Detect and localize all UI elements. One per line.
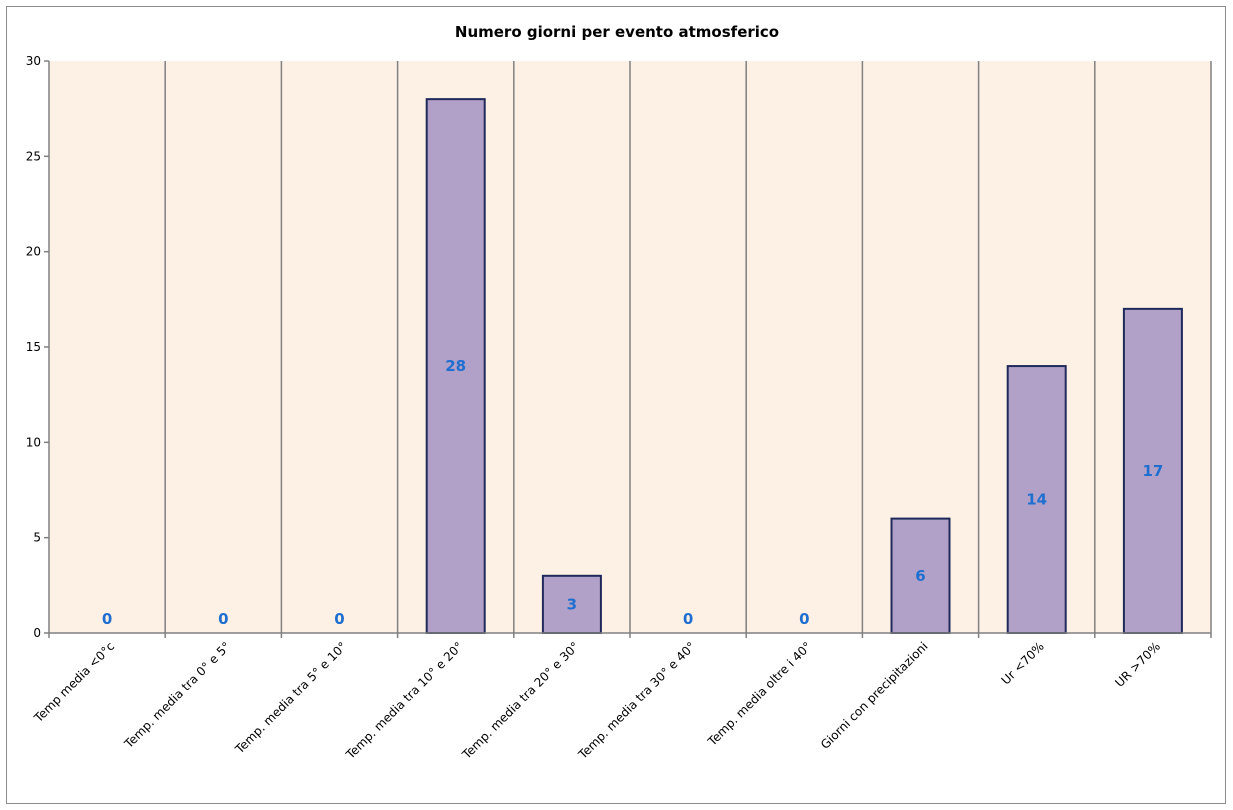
chart-title: Numero giorni per evento atmosferico — [455, 23, 779, 41]
x-tick-label: Temp. media tra 20° e 30° — [459, 639, 582, 762]
bar — [425, 98, 486, 634]
x-tick-label: Temp. media tra 10° e 20° — [343, 639, 466, 762]
chart-container: Numero giorni per evento atmosferico 0 5 1… — [6, 6, 1226, 804]
bar-chart: Numero giorni per evento atmosferico 0 5 1… — [26, 23, 1212, 762]
x-tick-label: Temp. media oltre i 40° — [704, 639, 814, 749]
data-label: 6 — [915, 567, 925, 585]
data-label: 0 — [334, 610, 344, 628]
x-tick-label: Temp. media tra 5° e 10° — [232, 639, 350, 757]
y-tick-label: 0 — [33, 626, 41, 640]
x-tick-label: Temp. media tra 30° e 40° — [575, 639, 698, 762]
data-label: 3 — [567, 595, 577, 613]
y-tick-label: 20 — [26, 245, 41, 259]
x-tick-label: Temp media <0°c — [31, 639, 117, 725]
data-label: 0 — [102, 610, 112, 628]
data-label: 17 — [1142, 462, 1163, 480]
x-tick-label: Ur <70% — [999, 639, 1047, 687]
y-tick-label: 30 — [26, 54, 41, 68]
bar — [1122, 307, 1183, 634]
x-tick-label: UR >70% — [1112, 639, 1163, 690]
x-tick-label: Temp. media tra 0° e 5° — [121, 639, 233, 751]
y-tick-label: 5 — [33, 531, 41, 545]
data-label: 0 — [218, 610, 228, 628]
x-tick-label: Giorni con precipitazioni — [818, 639, 931, 752]
y-tick-label: 25 — [26, 149, 41, 163]
y-tick-label: 10 — [26, 435, 41, 449]
data-label: 14 — [1026, 491, 1047, 509]
bar — [890, 517, 951, 635]
data-label: 0 — [799, 610, 809, 628]
data-label: 0 — [683, 610, 693, 628]
y-tick-label: 15 — [26, 340, 41, 354]
data-label: 28 — [445, 357, 466, 375]
